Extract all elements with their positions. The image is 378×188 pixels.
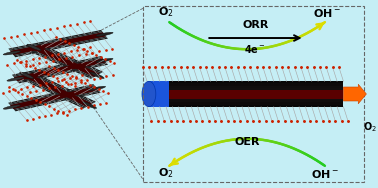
Polygon shape: [10, 86, 99, 109]
Polygon shape: [36, 46, 100, 74]
Text: OER: OER: [234, 137, 260, 147]
Text: O$_2$: O$_2$: [158, 6, 174, 19]
Polygon shape: [12, 56, 102, 76]
Polygon shape: [29, 49, 94, 78]
Ellipse shape: [88, 86, 105, 91]
Ellipse shape: [3, 51, 20, 55]
Ellipse shape: [96, 32, 113, 36]
Polygon shape: [33, 47, 97, 76]
Ellipse shape: [7, 77, 24, 81]
Polygon shape: [25, 75, 90, 106]
Ellipse shape: [90, 72, 104, 79]
Polygon shape: [14, 91, 100, 110]
Polygon shape: [14, 58, 106, 81]
Ellipse shape: [27, 44, 41, 51]
Polygon shape: [22, 77, 87, 108]
Polygon shape: [147, 86, 344, 88]
Polygon shape: [10, 86, 96, 106]
Bar: [143, 6, 364, 182]
Polygon shape: [8, 30, 102, 50]
Polygon shape: [18, 64, 108, 83]
Polygon shape: [15, 60, 105, 80]
Polygon shape: [20, 78, 85, 109]
Polygon shape: [17, 63, 107, 82]
Polygon shape: [147, 94, 344, 96]
Polygon shape: [14, 58, 104, 78]
Ellipse shape: [20, 72, 34, 79]
Polygon shape: [14, 38, 108, 57]
Polygon shape: [11, 33, 104, 53]
Polygon shape: [30, 73, 94, 104]
Polygon shape: [147, 100, 344, 102]
Polygon shape: [11, 87, 97, 107]
Polygon shape: [8, 84, 94, 104]
Polygon shape: [13, 89, 99, 109]
Polygon shape: [13, 35, 106, 55]
Polygon shape: [147, 81, 344, 83]
Polygon shape: [37, 45, 102, 74]
Polygon shape: [147, 102, 344, 105]
Text: OH$^-$: OH$^-$: [313, 7, 341, 19]
Polygon shape: [10, 32, 106, 55]
Polygon shape: [12, 88, 98, 108]
Polygon shape: [13, 57, 103, 77]
Polygon shape: [147, 90, 344, 92]
Polygon shape: [26, 74, 91, 105]
Polygon shape: [147, 98, 344, 100]
Polygon shape: [147, 96, 344, 98]
Polygon shape: [23, 76, 88, 107]
Polygon shape: [24, 74, 93, 107]
FancyArrow shape: [344, 84, 366, 104]
Polygon shape: [147, 81, 169, 107]
Text: 4e$^-$: 4e$^-$: [244, 43, 266, 55]
Polygon shape: [14, 36, 107, 56]
Polygon shape: [10, 32, 104, 52]
Polygon shape: [147, 88, 344, 90]
Polygon shape: [9, 85, 95, 105]
Polygon shape: [147, 92, 344, 94]
Polygon shape: [28, 74, 93, 104]
Polygon shape: [39, 44, 103, 73]
Ellipse shape: [96, 58, 113, 62]
Polygon shape: [12, 34, 105, 54]
Polygon shape: [28, 50, 93, 79]
Text: O$_2$: O$_2$: [363, 121, 377, 134]
Text: ORR: ORR: [242, 20, 268, 30]
Ellipse shape: [142, 81, 156, 107]
Text: OH$^-$: OH$^-$: [311, 168, 339, 180]
Polygon shape: [15, 59, 104, 79]
Ellipse shape: [83, 102, 96, 108]
Ellipse shape: [3, 105, 20, 109]
Polygon shape: [16, 61, 106, 81]
Polygon shape: [15, 92, 101, 111]
Polygon shape: [31, 72, 96, 103]
Polygon shape: [147, 83, 344, 86]
Text: O$_2$: O$_2$: [158, 166, 174, 180]
Polygon shape: [31, 46, 100, 77]
Polygon shape: [31, 48, 96, 77]
Polygon shape: [9, 31, 103, 51]
Polygon shape: [34, 46, 99, 75]
Polygon shape: [158, 90, 344, 99]
Polygon shape: [147, 105, 344, 107]
